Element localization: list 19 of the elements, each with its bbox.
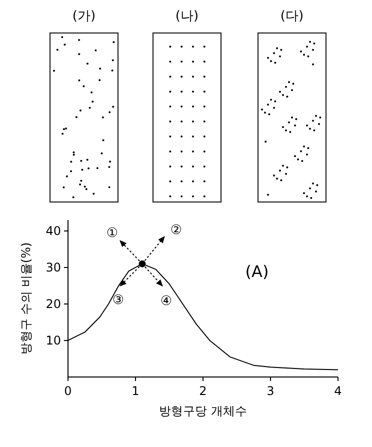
annotation: ④ bbox=[160, 294, 172, 309]
text: (다) bbox=[280, 9, 304, 24]
y-tick-label: 10 bbox=[46, 333, 61, 348]
x-tick-label: 2 bbox=[199, 384, 207, 398]
x-axis-title: 방형구당 개체수 bbox=[159, 404, 247, 418]
y-tick-label: 30 bbox=[46, 260, 61, 274]
y-tick-label: 20 bbox=[46, 296, 61, 311]
x-tick-label: 3 bbox=[266, 384, 274, 398]
annotation: ③ bbox=[112, 292, 124, 308]
x-tick-label: 0 bbox=[64, 384, 72, 398]
annotation: ① bbox=[106, 226, 118, 241]
x-tick-label: 4 bbox=[334, 384, 342, 398]
y-axis-title: 방형구 수의 비율(%) bbox=[19, 242, 33, 355]
y-tick-label: 40 bbox=[46, 224, 61, 238]
annotation: ② bbox=[170, 222, 182, 238]
annotation: (A) bbox=[245, 262, 269, 282]
x-tick-label: 1 bbox=[132, 384, 140, 398]
text: (가) bbox=[72, 9, 96, 24]
text: (나) bbox=[175, 9, 199, 24]
